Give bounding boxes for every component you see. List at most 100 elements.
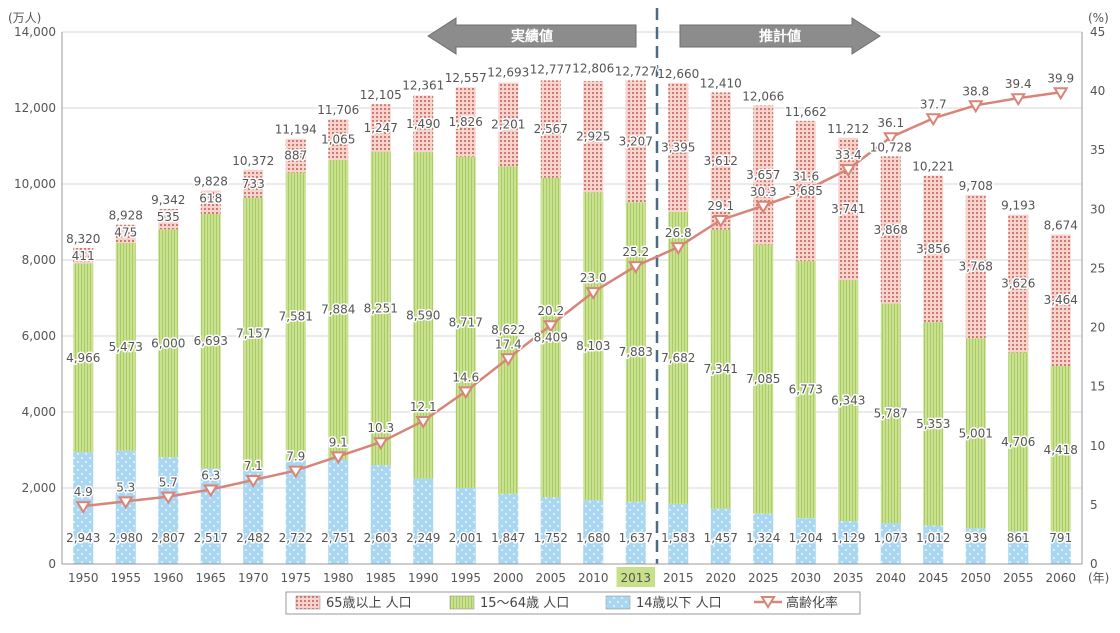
x-tick-label: 2050 [960,571,991,585]
bar-over65 [413,95,434,153]
bar-15-64 [1008,352,1029,532]
label-aging-rate: 5.7 [159,476,178,490]
x-tick-label: 1955 [110,571,141,585]
bar-over65 [668,82,689,212]
arrow-estimate-label: 推計値 [759,28,801,45]
bar-over65 [753,105,774,245]
aging-rate-marker [1010,93,1027,107]
label-over65: 3,741 [831,202,865,216]
label-aging-rate: 37.7 [920,97,947,111]
label-over65: 1,490 [406,117,440,131]
x-tick-label: 2020 [705,571,736,585]
x-tick-label: 1990 [408,571,439,585]
label-aging-rate: 39.9 [1047,71,1074,85]
label-over65: 3,685 [789,184,823,198]
arrow-actual: 実績値 [427,17,637,55]
bar-under14 [1008,531,1029,564]
x-tick-label: 1960 [153,571,184,585]
aging-rate-marker [925,113,942,127]
label-over65: 2,201 [491,117,525,131]
label-aging-rate: 17.4 [495,337,522,351]
label-total: 9,193 [1001,199,1035,213]
aging-rate-marker [75,501,92,515]
axes: 0 2,000 4,000 6,000 8,000 10,000 12,000 14,000 0… [8,11,1109,585]
bar-15-64 [753,244,774,514]
label-under14: 2,980 [109,531,143,545]
label-under14: 2,482 [236,531,270,545]
label-aging-rate: 31.6 [792,169,819,183]
label-total: 12,777 [530,62,572,76]
label-under14: 939 [964,531,987,545]
label-under14: 861 [1007,531,1030,545]
label-aging-rate: 39.4 [1005,77,1032,91]
label-15-64: 6,343 [831,394,865,408]
bar-over65 [838,137,859,281]
label-total: 9,342 [151,193,185,207]
bar-under14 [710,508,731,564]
label-total: 11,194 [275,123,317,137]
bar-over65 [498,82,519,167]
y-right-tick-label: 45 [1090,25,1105,39]
label-under14: 2,001 [449,531,483,545]
bar-15-64 [880,303,901,524]
label-over65: 3,657 [746,168,780,182]
x-tick-label: 2000 [493,571,524,585]
label-total: 11,706 [317,103,359,117]
y-left-tick-label: 4,000 [22,405,56,419]
label-15-64: 5,473 [109,340,143,354]
label-aging-rate: 4.9 [74,485,93,499]
arrow-estimate-shape [679,17,881,55]
label-total: 10,728 [870,140,912,154]
label-under14: 1,637 [619,531,653,545]
bar-over65 [880,156,901,304]
x-tick-label: 2060 [1045,571,1076,585]
bar-under14 [200,468,221,564]
label-under14: 2,249 [406,531,440,545]
bar-over65 [328,119,349,160]
label-15-64: 7,884 [321,303,355,317]
aging-rate-marker [627,261,644,275]
bar-over65 [710,92,731,230]
label-15-64: 7,341 [704,362,738,376]
bar-under14 [158,457,179,564]
label-total: 12,806 [572,61,614,75]
y-left-tick-label: 14,000 [14,25,56,39]
label-over65: 2,925 [576,130,610,144]
y-left-tick-label: 6,000 [22,329,56,343]
bar-15-64 [540,177,561,498]
label-over65: 887 [284,149,307,163]
y-right-tick-label: 40 [1090,84,1105,98]
bar-over65 [583,81,604,193]
label-15-64: 8,103 [576,339,610,353]
y-right-tick-label: 30 [1090,202,1105,216]
label-over65: 3,768 [959,260,993,274]
legend-label: 65歳以上 人口 [326,596,412,611]
aging-rate-marker [967,100,984,114]
bar-over65 [158,209,179,230]
label-over65: 3,395 [661,140,695,154]
y-left-tick-label: 2,000 [22,481,56,495]
label-over65: 3,612 [704,154,738,168]
legend-box [285,591,861,615]
bar-under14 [625,501,646,564]
bar-over65 [625,80,646,203]
label-15-64: 8,717 [449,315,483,329]
label-aging-rate: 38.8 [962,84,989,98]
label-over65: 3,868 [874,223,908,237]
arrow-estimate: 推計値 [679,17,881,55]
aging-rate-marker [840,164,857,178]
x-tick-label: 1985 [365,571,396,585]
label-aging-rate: 7.1 [244,459,263,473]
aging-rate-marker [457,386,474,400]
label-under14: 1,752 [534,531,568,545]
label-under14: 2,603 [364,531,398,545]
aging-rate-marker [287,465,304,479]
label-under14: 1,073 [874,531,908,545]
bar-over65 [455,87,476,157]
label-under14: 2,943 [66,531,100,545]
bar-under14 [668,503,689,564]
x-tick-label: 2055 [1003,571,1034,585]
label-15-64: 7,883 [619,345,653,359]
label-under14: 2,517 [194,531,228,545]
